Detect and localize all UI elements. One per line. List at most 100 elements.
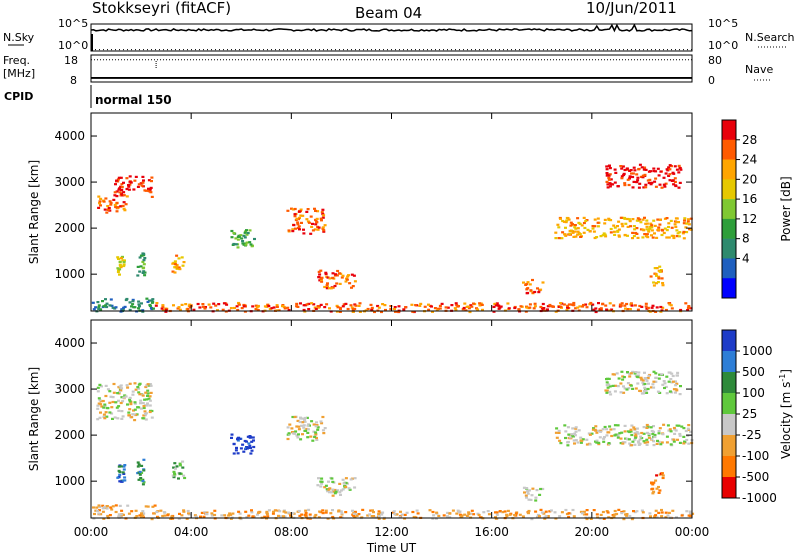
echo-cell xyxy=(414,304,418,307)
echo-cell xyxy=(315,217,319,220)
echo-cell xyxy=(350,273,354,276)
echo-cell xyxy=(132,413,136,416)
echo-cell xyxy=(338,482,342,485)
echo-cell xyxy=(576,441,580,444)
echo-cell xyxy=(617,508,621,511)
echo-cell xyxy=(685,231,689,234)
echo-cell xyxy=(656,218,660,221)
echo-cell xyxy=(205,512,208,516)
echo-cell xyxy=(380,310,383,314)
echo-cell xyxy=(632,426,636,429)
echo-cell xyxy=(636,217,640,220)
echo-cell xyxy=(121,415,125,418)
echo-cell xyxy=(136,274,140,277)
echo-cell xyxy=(204,306,207,309)
echo-cell xyxy=(173,271,177,274)
echo-cell xyxy=(607,516,611,519)
echo-cell xyxy=(341,478,345,481)
echo-cell xyxy=(642,186,646,189)
echo-cell xyxy=(642,440,646,443)
echo-cell xyxy=(98,505,102,509)
echo-cell xyxy=(470,509,474,512)
echo-cell xyxy=(148,395,152,398)
echo-cell xyxy=(652,370,656,373)
echo-cell xyxy=(607,377,611,380)
echo-cell xyxy=(559,302,563,305)
echo-cell xyxy=(151,298,155,301)
echo-cell xyxy=(658,391,662,394)
echo-cell xyxy=(245,516,249,519)
echo-cell xyxy=(169,517,173,520)
echo-cell xyxy=(435,511,439,514)
echo-cell xyxy=(643,441,647,444)
echo-cell xyxy=(652,430,655,433)
echo-cell xyxy=(599,513,603,516)
echo-cell xyxy=(636,179,640,182)
echo-cell xyxy=(494,516,497,519)
echo-cell xyxy=(177,517,181,520)
echo-cell xyxy=(335,310,339,313)
echo-cell xyxy=(325,287,329,290)
echo-cell xyxy=(641,511,645,514)
echo-cell xyxy=(225,303,229,306)
echo-cell xyxy=(97,306,101,309)
echo-cell xyxy=(581,305,585,308)
echo-cell xyxy=(438,307,442,310)
echo-cell xyxy=(602,517,606,520)
echo-cell xyxy=(546,305,550,308)
echo-cell xyxy=(196,302,200,306)
panel-background xyxy=(91,320,692,518)
echo-cell xyxy=(271,512,275,515)
echo-cell xyxy=(275,304,279,307)
echo-cell xyxy=(538,493,542,496)
echo-cell xyxy=(688,512,692,515)
y-tick-label: 3000 xyxy=(54,382,85,396)
echo-cell xyxy=(664,182,668,185)
echo-cell xyxy=(660,277,664,280)
panel-background xyxy=(91,113,692,311)
echo-cell xyxy=(108,200,112,203)
echo-cell xyxy=(127,411,131,414)
echo-cell xyxy=(493,302,497,306)
echo-cell xyxy=(562,220,566,223)
freq-frame xyxy=(90,54,693,83)
echo-cell xyxy=(663,217,667,220)
echo-cell xyxy=(636,440,640,443)
echo-cell xyxy=(152,512,156,515)
echo-cell xyxy=(619,437,623,440)
echo-cell xyxy=(173,473,177,476)
echo-cell xyxy=(139,407,143,410)
echo-cell xyxy=(253,237,256,241)
echo-cell xyxy=(603,425,607,429)
echo-cell xyxy=(626,371,629,374)
echo-cell xyxy=(379,512,383,515)
echo-cell xyxy=(110,406,114,409)
echo-cell xyxy=(265,512,269,515)
echo-cell xyxy=(141,260,145,263)
echo-cell xyxy=(641,379,645,382)
echo-cell xyxy=(300,221,303,224)
echo-cell xyxy=(327,480,330,483)
echo-cell xyxy=(608,390,612,393)
echo-cell xyxy=(673,432,677,435)
colorbar-tick-label: 12 xyxy=(742,212,757,226)
echo-cell xyxy=(317,270,321,273)
echo-cell xyxy=(432,514,436,517)
echo-cell xyxy=(628,442,632,445)
echo-cell xyxy=(617,377,621,380)
echo-cell xyxy=(348,282,352,285)
echo-cell xyxy=(674,380,677,383)
echo-cell xyxy=(234,243,238,246)
echo-cell xyxy=(661,474,665,477)
echo-cell xyxy=(118,268,122,271)
echo-cell xyxy=(619,165,623,168)
echo-cell xyxy=(311,439,315,442)
station-title: Stokkseyri (fitACF) xyxy=(92,0,231,17)
echo-cell xyxy=(682,427,686,430)
echo-cell xyxy=(311,229,315,232)
echo-cell xyxy=(566,306,569,309)
echo-cell xyxy=(293,432,297,435)
echo-cell xyxy=(644,183,648,186)
echo-cell xyxy=(254,308,258,311)
echo-cell xyxy=(297,225,301,228)
